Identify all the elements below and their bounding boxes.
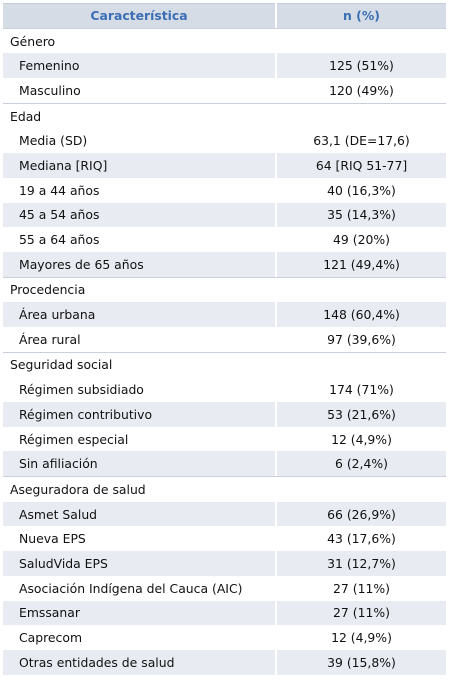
row-value: 174 (71%)	[277, 377, 446, 402]
table-row: Asmet Salud 66 (26,9%)	[3, 501, 446, 527]
table-row: Régimen contributivo 53 (21,6%)	[3, 402, 446, 427]
row-value: 97 (39,6%)	[277, 326, 446, 352]
section-title: Seguridad social	[3, 352, 275, 378]
row-label: Masculino	[3, 78, 275, 103]
section-title: Edad	[3, 103, 275, 129]
row-value: 43 (17,6%)	[277, 526, 446, 552]
row-value: 39 (15,8%)	[277, 649, 446, 675]
row-label: Asociación Indígena del Cauca (AIC)	[3, 575, 275, 601]
table-row: Emssanar 27 (11%)	[3, 600, 446, 626]
table-row: 19 a 44 años 40 (16,3%)	[3, 177, 446, 203]
section-row: Aseguradora de salud	[3, 477, 446, 502]
row-value: 64 [RIQ 51-77]	[277, 153, 446, 178]
row-label: Femenino	[3, 53, 275, 79]
table-row: Femenino 125 (51%)	[3, 53, 446, 79]
row-value: 121 (49,4%)	[277, 251, 446, 277]
row-label: Asmet Salud	[3, 501, 275, 527]
header-n-percent: n (%)	[277, 3, 446, 28]
row-label: 19 a 44 años	[3, 177, 275, 203]
row-label: Mediana [RIQ]	[3, 153, 275, 178]
row-value: 53 (21,6%)	[277, 402, 446, 427]
row-label: SaludVida EPS	[3, 551, 275, 576]
row-value: 31 (12,7%)	[277, 551, 446, 576]
row-label: Otras entidades de salud	[3, 649, 275, 675]
table-row: Otras entidades de salud 39 (15,8%)	[3, 649, 446, 675]
table-row: Sin afiliación 6 (2,4%)	[3, 451, 446, 477]
row-label: Área rural	[3, 326, 275, 352]
table-row: Área urbana 148 (60,4%)	[3, 302, 446, 327]
row-label: 55 a 64 años	[3, 227, 275, 252]
row-label: 45 a 54 años	[3, 202, 275, 228]
row-label: Régimen contributivo	[3, 402, 275, 427]
header-divider	[3, 27, 446, 29]
row-value: 27 (11%)	[277, 600, 446, 626]
row-value: 148 (60,4%)	[277, 302, 446, 327]
table-row: Régimen subsidiado 174 (71%)	[3, 377, 446, 402]
row-value: 63,1 (DE=17,6)	[277, 128, 446, 154]
row-value: 12 (4,9%)	[277, 426, 446, 452]
row-label: Emssanar	[3, 600, 275, 626]
table-row: Área rural 97 (39,6%)	[3, 326, 446, 352]
row-label: Área urbana	[3, 302, 275, 327]
characteristics-table: Característica n (%) Género Femenino 125…	[3, 3, 446, 675]
row-value: 35 (14,3%)	[277, 202, 446, 228]
table-row: Masculino 120 (49%)	[3, 78, 446, 103]
table-row: Régimen especial 12 (4,9%)	[3, 426, 446, 452]
row-value: 120 (49%)	[277, 78, 446, 103]
row-value: 6 (2,4%)	[277, 451, 446, 477]
row-label: Mayores de 65 años	[3, 251, 275, 277]
row-label: Media (SD)	[3, 128, 275, 154]
table-row: 45 a 54 años 35 (14,3%)	[3, 202, 446, 228]
row-value: 40 (16,3%)	[277, 177, 446, 203]
row-value: 27 (11%)	[277, 575, 446, 601]
table-row: Media (SD) 63,1 (DE=17,6)	[3, 128, 446, 154]
table-row: Nueva EPS 43 (17,6%)	[3, 526, 446, 552]
table-row: Asociación Indígena del Cauca (AIC) 27 (…	[3, 575, 446, 601]
row-value: 66 (26,9%)	[277, 501, 446, 527]
row-value: 49 (20%)	[277, 227, 446, 252]
table-row: Caprecom 12 (4,9%)	[3, 625, 446, 650]
section-title: Procedencia	[3, 277, 275, 303]
section-row: Seguridad social	[3, 352, 446, 378]
row-label: Caprecom	[3, 625, 275, 650]
table-row: 55 a 64 años 49 (20%)	[3, 227, 446, 252]
section-row: Edad	[3, 103, 446, 129]
table-row: SaludVida EPS 31 (12,7%)	[3, 551, 446, 576]
row-value: 12 (4,9%)	[277, 625, 446, 650]
row-label: Régimen subsidiado	[3, 377, 275, 402]
header-characteristic: Característica	[3, 3, 275, 28]
row-label: Sin afiliación	[3, 451, 275, 477]
section-row: Procedencia	[3, 277, 446, 303]
table-row: Mediana [RIQ] 64 [RIQ 51-77]	[3, 153, 446, 178]
section-row: Género	[3, 28, 446, 54]
section-title: Género	[3, 28, 275, 54]
table-header: Característica n (%)	[3, 3, 446, 28]
row-label: Régimen especial	[3, 426, 275, 452]
section-title: Aseguradora de salud	[3, 477, 275, 502]
row-label: Nueva EPS	[3, 526, 275, 552]
table-row: Mayores de 65 años 121 (49,4%)	[3, 251, 446, 277]
row-value: 125 (51%)	[277, 53, 446, 79]
